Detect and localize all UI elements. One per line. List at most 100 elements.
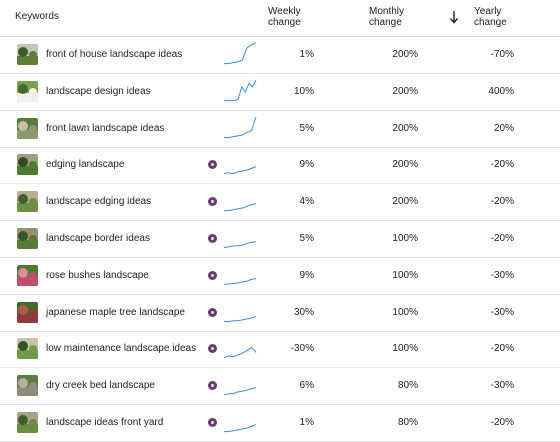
weekly-change-value: 30% xyxy=(293,306,314,318)
pin-badge-icon xyxy=(208,270,217,280)
trend-sparkline xyxy=(224,424,257,433)
table-row[interactable]: low maintenance landscape ideas -30% 100% -… xyxy=(0,331,560,369)
keywords-column-header[interactable]: Keywords xyxy=(15,11,59,22)
monthly-change-value: 200% xyxy=(392,49,418,60)
weekly-change-value: 5% xyxy=(299,122,314,134)
weekly-change-value: 9% xyxy=(299,159,314,171)
weekly-change-value: 5% xyxy=(299,233,314,244)
trend-sparkline xyxy=(224,42,257,65)
sparkline-path xyxy=(223,387,257,396)
weekly-change-value: 1% xyxy=(299,49,314,60)
arrow-down-icon[interactable] xyxy=(449,10,459,24)
table-row[interactable]: front lawn landscape ideas 5% 200% 20% xyxy=(0,111,560,148)
keyword-label[interactable]: dry creek bed landscape xyxy=(46,380,155,392)
table-row[interactable]: landscape border ideas 5% 100% -20% xyxy=(0,221,560,258)
pin-badge-icon xyxy=(208,381,217,391)
sparkline-path xyxy=(223,241,257,249)
table-row[interactable]: landscape design ideas 10% 200% 400% xyxy=(0,74,560,111)
keyword-thumbnail xyxy=(17,154,38,176)
table-row[interactable]: dry creek bed landscape 6% 80% -30% xyxy=(0,368,560,406)
yearly-change-value: 20% xyxy=(493,122,514,134)
keyword-thumbnail xyxy=(17,191,38,213)
monthly-change-value: 200% xyxy=(392,122,418,134)
sparkline-path xyxy=(224,42,257,65)
yearly-header-line1: Yearly xyxy=(474,6,502,17)
sparkline-path xyxy=(224,315,257,322)
weekly-change-value: 6% xyxy=(299,380,314,392)
keyword-label[interactable]: landscape design ideas xyxy=(46,85,151,97)
keyword-thumbnail xyxy=(17,44,38,65)
sparkline-path xyxy=(224,424,257,433)
weekly-change-value: 9% xyxy=(299,269,314,281)
sparkline-path xyxy=(224,203,257,212)
monthly-change-value: 100% xyxy=(392,343,418,355)
keyword-thumbnail xyxy=(17,412,38,433)
keyword-label[interactable]: landscape edging ideas xyxy=(46,196,152,208)
table-header: Keywords Weekly change Monthly change Ye… xyxy=(0,0,560,37)
yearly-change-value: -20% xyxy=(490,159,514,171)
monthly-change-value: 80% xyxy=(397,417,418,428)
monthly-header-line1: Monthly xyxy=(369,6,405,17)
keyword-thumbnail xyxy=(17,338,38,360)
monthly-change-value: 200% xyxy=(392,159,418,171)
pin-badge-icon xyxy=(208,307,217,317)
sparkline-path xyxy=(223,166,257,175)
weekly-change-value: 1% xyxy=(299,417,314,428)
weekly-change-value: -30% xyxy=(290,343,314,355)
table-row[interactable]: front of house landscape ideas 1% 200% -70% xyxy=(0,37,560,74)
keyword-label[interactable]: front lawn landscape ideas xyxy=(46,122,165,134)
trend-sparkline xyxy=(223,241,257,249)
keyword-label[interactable]: front of house landscape ideas xyxy=(46,49,183,60)
table-row[interactable]: landscape ideas front yard 1% 80% -20% xyxy=(0,405,560,442)
weekly-header-line1: Weekly xyxy=(268,6,301,17)
keyword-label[interactable]: low maintenance landscape ideas xyxy=(46,343,197,355)
keyword-thumbnail xyxy=(17,228,38,249)
monthly-change-column-header[interactable]: Monthly change xyxy=(369,6,404,28)
pin-badge-icon xyxy=(208,418,217,427)
table-row[interactable]: japanese maple tree landscape 30% 100% -30% xyxy=(0,295,560,332)
table-row[interactable]: edging landscape 9% 200% -20% xyxy=(0,147,560,185)
yearly-change-column-header[interactable]: Yearly change xyxy=(474,6,507,28)
sparkline-path xyxy=(224,79,257,101)
yearly-change-value: -70% xyxy=(490,49,514,60)
sparkline-path xyxy=(224,116,257,138)
yearly-change-value: -20% xyxy=(490,417,514,428)
monthly-change-value: 100% xyxy=(392,269,418,281)
pin-badge-icon xyxy=(208,234,217,243)
keyword-thumbnail xyxy=(17,301,38,323)
yearly-change-value: 400% xyxy=(488,85,514,97)
keyword-thumbnail xyxy=(17,264,38,286)
pin-badge-icon xyxy=(208,160,217,170)
pin-badge-icon xyxy=(208,197,217,207)
keyword-label[interactable]: japanese maple tree landscape xyxy=(46,306,185,318)
keyword-thumbnail xyxy=(17,117,38,139)
trend-sparkline xyxy=(223,277,257,285)
table-row[interactable]: rose bushes landscape 9% 100% -30% xyxy=(0,258,560,295)
keyword-label[interactable]: landscape border ideas xyxy=(46,233,150,244)
monthly-change-value: 200% xyxy=(392,85,418,97)
weekly-change-column-header[interactable]: Weekly change xyxy=(268,6,301,28)
yearly-change-value: -30% xyxy=(490,269,514,281)
trend-sparkline xyxy=(224,116,257,138)
keyword-label[interactable]: edging landscape xyxy=(46,159,125,171)
trend-sparkline xyxy=(224,79,257,101)
trend-sparkline xyxy=(223,166,257,175)
sparkline-path xyxy=(223,347,257,359)
table-row[interactable]: landscape edging ideas 4% 200% -20% xyxy=(0,184,560,222)
keyword-label[interactable]: rose bushes landscape xyxy=(46,269,149,281)
monthly-change-value: 80% xyxy=(397,380,418,392)
trend-sparkline xyxy=(223,387,257,396)
weekly-header-line2: change xyxy=(268,17,301,28)
pin-badge-icon xyxy=(208,344,217,354)
yearly-header-line2: change xyxy=(474,17,507,28)
trend-sparkline xyxy=(224,203,257,212)
keyword-thumbnail xyxy=(17,80,38,102)
monthly-change-value: 200% xyxy=(392,196,418,208)
trend-sparkline xyxy=(224,315,257,322)
yearly-change-value: -20% xyxy=(490,343,514,355)
sparkline-path xyxy=(223,277,257,285)
keyword-label[interactable]: landscape ideas front yard xyxy=(46,417,164,428)
yearly-change-value: -30% xyxy=(490,306,514,318)
trend-sparkline xyxy=(223,347,257,359)
